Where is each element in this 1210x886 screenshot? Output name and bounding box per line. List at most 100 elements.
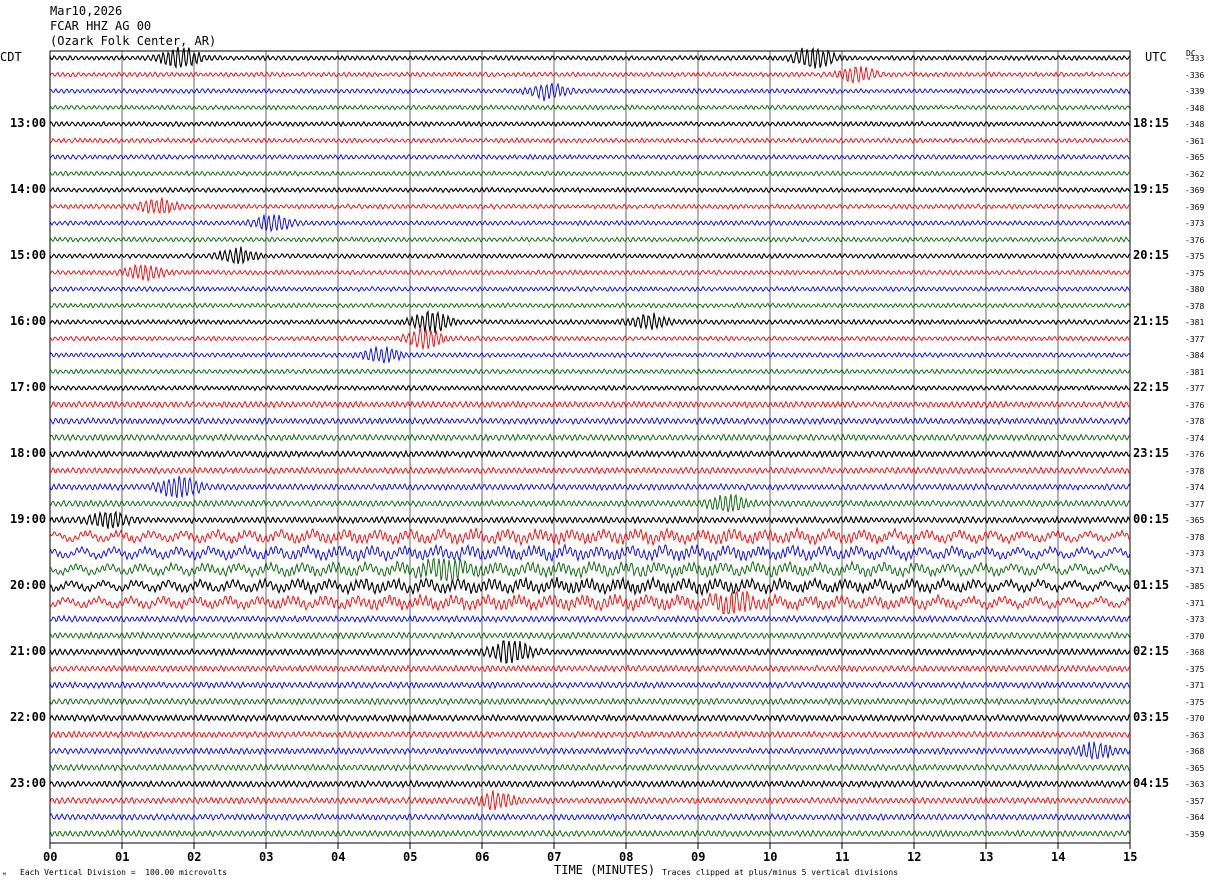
trace-line-45	[49, 790, 1131, 811]
x-tick-label: 02	[187, 850, 202, 864]
trace-line-23	[49, 433, 1131, 442]
dc-offset-label: -371	[1185, 598, 1205, 608]
trace-line-37	[49, 664, 1131, 673]
dc-offset-label: -333	[1185, 54, 1205, 63]
left-hour-label: 19:00	[10, 512, 47, 526]
dc-offset-label: -370	[1185, 631, 1205, 641]
dc-offset-label: -376	[1185, 235, 1205, 245]
dc-offset-label: -365	[1185, 763, 1205, 773]
dc-offset-label: -381	[1185, 318, 1205, 327]
dc-offset-label: -348	[1185, 120, 1205, 129]
dc-offset-label: -385	[1185, 582, 1205, 591]
trace-line-34	[49, 614, 1131, 624]
left-hour-label: 22:00	[10, 710, 47, 724]
trace-line-19	[49, 368, 1131, 375]
trace-line-16	[49, 310, 1131, 334]
trace-line-25	[50, 466, 1131, 475]
trace-line-3	[49, 104, 1131, 111]
dc-offset-label: -359	[1185, 829, 1205, 839]
trace-line-13	[49, 263, 1131, 283]
dc-offset-label: -357	[1185, 796, 1205, 806]
trace-line-46	[49, 812, 1131, 822]
dc-offset-label: -381	[1185, 367, 1205, 377]
x-tick-label: 09	[691, 850, 706, 864]
x-axis-title: TIME (MINUTES)	[554, 863, 656, 877]
clip-note: Traces clipped at plus/minus 5 vertical …	[662, 868, 899, 877]
scale-note: Each Vertical Division = 100.00 microvol…	[20, 868, 228, 877]
dc-offset-label: -362	[1185, 169, 1205, 179]
trace-line-5	[49, 137, 1131, 144]
trace-line-10	[49, 214, 1131, 233]
trace-line-8	[49, 186, 1131, 194]
x-tick-label: 10	[763, 850, 778, 864]
trace-line-18	[49, 346, 1131, 364]
trace-line-6	[49, 153, 1131, 161]
dc-offset-label: -376	[1185, 400, 1205, 410]
trace-line-39	[49, 697, 1131, 706]
dc-offset-label: -373	[1185, 549, 1205, 558]
trace-line-26	[49, 475, 1131, 499]
trace-line-0	[49, 46, 1131, 70]
right-hour-label: 01:15	[1133, 578, 1170, 592]
dc-header-label: DC	[1186, 49, 1196, 58]
dc-offset-label: -378	[1185, 417, 1205, 426]
right-hour-label: 02:15	[1133, 644, 1170, 658]
trace-line-9	[49, 197, 1130, 215]
left-hour-label: 18:00	[10, 446, 47, 460]
dc-offset-label: -339	[1185, 87, 1205, 96]
x-tick-label: 07	[547, 850, 562, 864]
trace-line-28	[49, 510, 1131, 529]
right-hour-label: 18:15	[1133, 116, 1170, 130]
left-hour-label: 23:00	[10, 776, 47, 790]
left-hour-label: 20:00	[10, 578, 47, 592]
dc-offset-label: -361	[1185, 136, 1205, 146]
dc-offset-label: -369	[1185, 186, 1205, 195]
trace-line-44	[49, 779, 1131, 789]
left-hour-label: 15:00	[10, 248, 47, 262]
dc-offset-label: -380	[1185, 285, 1205, 294]
dc-offset-label: -377	[1185, 384, 1205, 393]
dc-offset-label: -371	[1185, 681, 1205, 690]
trace-line-20	[49, 384, 1131, 392]
trace-line-17	[49, 327, 1131, 350]
dc-offset-label: -384	[1185, 351, 1205, 360]
trace-line-29	[49, 526, 1131, 547]
x-tick-label: 03	[259, 850, 274, 864]
trace-line-2	[50, 82, 1131, 102]
right-hour-label: 19:15	[1133, 182, 1170, 196]
dc-offset-label: -375	[1185, 268, 1205, 278]
dc-offset-label: -369	[1185, 202, 1205, 212]
trace-line-27	[49, 493, 1131, 513]
x-tick-label: 12	[907, 850, 922, 864]
dc-offset-label: -376	[1185, 450, 1205, 459]
right-timezone-label: UTC	[1145, 50, 1167, 64]
x-tick-label: 14	[1051, 850, 1066, 864]
right-hour-label: 22:15	[1133, 380, 1170, 394]
dc-offset-label: -375	[1185, 664, 1205, 674]
left-hour-label: 13:00	[10, 116, 47, 130]
right-hour-label: 04:15	[1133, 776, 1170, 790]
dc-offset-label: -368	[1185, 648, 1205, 657]
trace-line-21	[49, 400, 1130, 410]
dc-offset-label: -370	[1185, 714, 1205, 723]
right-hour-label: 03:15	[1133, 710, 1170, 724]
trace-line-38	[49, 680, 1131, 690]
left-hour-label: 14:00	[10, 182, 47, 196]
trace-line-42	[49, 741, 1131, 761]
trace-line-36	[49, 640, 1131, 664]
dc-offset-label: -374	[1185, 483, 1205, 492]
trace-line-30	[49, 543, 1131, 563]
dc-offset-label: -368	[1185, 747, 1205, 756]
right-hour-label: 00:15	[1133, 512, 1170, 526]
dc-offset-label: -373	[1185, 219, 1205, 228]
dc-offset-label: -378	[1185, 466, 1205, 476]
station-label: FCAR HHZ AG 00	[50, 19, 152, 33]
x-tick-label: 11	[835, 850, 850, 864]
dc-offset-label: -378	[1185, 532, 1205, 542]
dc-offset-label: -377	[1185, 499, 1205, 509]
trace-line-40	[49, 713, 1131, 723]
dc-offset-label: -365	[1185, 153, 1205, 162]
trace-line-24	[49, 449, 1131, 459]
location-label: (Ozark Folk Center, AR)	[50, 34, 217, 48]
